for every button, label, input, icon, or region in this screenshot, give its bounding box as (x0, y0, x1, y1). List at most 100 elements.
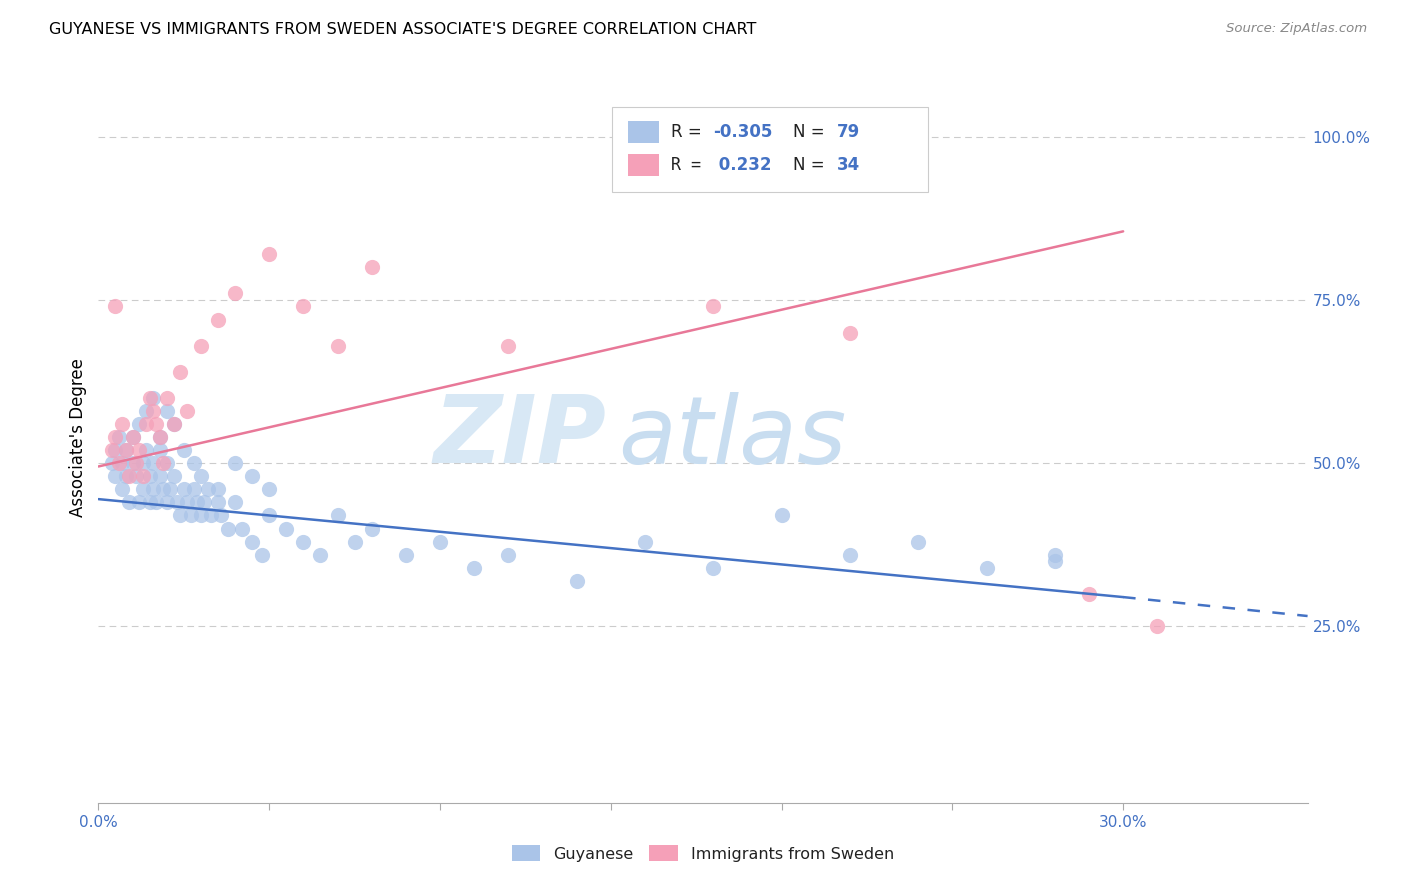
Point (180, 508, 202, 523)
Point (121, 430, 143, 444)
Point (138, 469, 160, 483)
Point (128, 417, 150, 431)
Point (197, 483, 219, 497)
Point (207, 483, 229, 497)
Point (907, 534, 929, 549)
Point (207, 495, 229, 509)
Point (138, 391, 160, 405)
Point (121, 456, 143, 470)
Point (132, 483, 155, 497)
Point (292, 534, 315, 549)
Point (1146, 619, 1168, 633)
Point (149, 469, 172, 483)
Text: GUYANESE VS IMMIGRANTS FROM SWEDEN ASSOCIATE'S DEGREE CORRELATION CHART: GUYANESE VS IMMIGRANTS FROM SWEDEN ASSOC… (49, 22, 756, 37)
Point (135, 404, 157, 418)
Point (152, 456, 174, 470)
Point (152, 483, 174, 497)
Point (257, 247, 280, 261)
Text: atlas: atlas (619, 392, 846, 483)
Point (121, 430, 143, 444)
Point (125, 456, 148, 470)
Point (326, 338, 349, 352)
Point (145, 417, 167, 431)
Point (132, 469, 155, 483)
Point (240, 469, 263, 483)
Text: 79: 79 (837, 123, 860, 141)
Point (309, 548, 332, 562)
Point (162, 417, 184, 431)
Text: -0.305: -0.305 (713, 123, 772, 141)
Point (118, 469, 141, 483)
Point (128, 443, 150, 458)
Text: 34: 34 (837, 156, 860, 174)
Point (634, 534, 657, 549)
Point (183, 483, 205, 497)
Text: R =: R = (671, 123, 707, 141)
Point (104, 469, 127, 483)
Point (257, 483, 280, 497)
Point (292, 300, 315, 314)
Point (176, 495, 198, 509)
Point (702, 300, 724, 314)
Point (108, 430, 131, 444)
Point (326, 508, 349, 523)
Point (173, 483, 195, 497)
Point (838, 548, 860, 562)
Y-axis label: Associate's Degree: Associate's Degree (69, 358, 87, 516)
Point (104, 430, 127, 444)
Point (224, 286, 246, 301)
Point (149, 430, 172, 444)
Point (156, 391, 179, 405)
Point (193, 495, 215, 509)
Text: 0.232: 0.232 (713, 156, 772, 174)
Point (395, 548, 418, 562)
Point (101, 443, 124, 458)
Point (183, 456, 205, 470)
Legend: Guyanese, Immigrants from Sweden: Guyanese, Immigrants from Sweden (505, 838, 901, 868)
Point (162, 469, 184, 483)
Point (111, 417, 134, 431)
Point (190, 338, 212, 352)
Point (166, 495, 188, 509)
Point (252, 548, 274, 562)
Point (156, 495, 179, 509)
Point (142, 483, 165, 497)
Point (125, 469, 148, 483)
Point (702, 560, 724, 574)
Point (111, 483, 134, 497)
Point (104, 443, 127, 458)
Point (217, 521, 239, 535)
Point (104, 300, 127, 314)
Point (976, 560, 998, 574)
Point (135, 417, 157, 431)
Text: R =: R = (671, 156, 721, 174)
Point (360, 521, 382, 535)
Point (114, 443, 136, 458)
Point (118, 495, 141, 509)
Point (114, 443, 136, 458)
Text: Source: ZipAtlas.com: Source: ZipAtlas.com (1226, 22, 1367, 36)
Point (224, 495, 246, 509)
Point (132, 456, 155, 470)
Point (190, 508, 212, 523)
Point (145, 495, 167, 509)
Point (162, 417, 184, 431)
Point (343, 534, 366, 549)
Point (156, 456, 179, 470)
Point (224, 456, 246, 470)
Point (200, 508, 222, 523)
Point (135, 443, 157, 458)
Point (156, 404, 179, 418)
Point (838, 326, 860, 340)
Point (101, 456, 124, 470)
Point (1043, 554, 1066, 568)
Point (429, 534, 451, 549)
Point (149, 430, 172, 444)
Text: N =: N = (793, 123, 830, 141)
Point (169, 508, 191, 523)
Point (111, 456, 134, 470)
Point (108, 456, 131, 470)
Point (176, 404, 198, 418)
Point (360, 260, 382, 275)
Point (257, 508, 280, 523)
